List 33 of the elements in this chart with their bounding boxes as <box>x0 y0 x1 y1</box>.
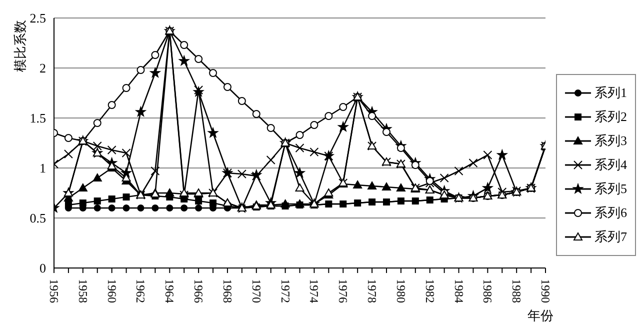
x-tick-label: 1956 <box>47 279 61 303</box>
x-tick-label: 1982 <box>422 279 437 303</box>
legend-label: 系列4 <box>594 156 627 174</box>
legend-label: 系列7 <box>594 228 627 246</box>
x-tick-label: 1988 <box>510 279 524 303</box>
x-tick-label: 1972 <box>278 279 292 303</box>
y-tick-label: 1.5 <box>30 110 46 126</box>
y-tick-label: 0.5 <box>30 210 46 226</box>
x-tick-label: 1966 <box>192 279 206 303</box>
legend-label: 系列3 <box>594 132 627 150</box>
x-tick-label: 1964 <box>162 279 177 303</box>
legend-label: 系列1 <box>594 84 627 102</box>
x-tick-label: 1976 <box>336 279 350 303</box>
x-tick-label: 1978 <box>365 279 380 303</box>
legend-label: 系列6 <box>594 204 627 222</box>
y-tick-label: 2 <box>40 60 46 76</box>
x-tick-label: 1980 <box>394 279 408 303</box>
x-tick-label: 1986 <box>480 279 495 303</box>
x-tick-label: 1974 <box>307 279 322 303</box>
x-tick-label: 1984 <box>452 279 466 303</box>
x-tick-label: 1968 <box>220 279 234 303</box>
x-axis-title: 年份 <box>528 308 554 323</box>
x-tick-label: 1990 <box>538 279 552 303</box>
x-tick-label: 1958 <box>76 279 90 303</box>
x-tick-label: 1960 <box>104 279 119 303</box>
y-tick-label: 2.5 <box>30 10 46 26</box>
y-tick-label: 1 <box>40 160 46 176</box>
x-tick-label: 1970 <box>249 279 264 303</box>
legend-label: 系列2 <box>594 108 627 126</box>
y-axis-title: 模比系数 <box>12 20 28 72</box>
x-tick-label: 1962 <box>134 279 148 303</box>
legend-label: 系列5 <box>594 180 627 198</box>
y-tick-label: 0 <box>40 260 46 276</box>
